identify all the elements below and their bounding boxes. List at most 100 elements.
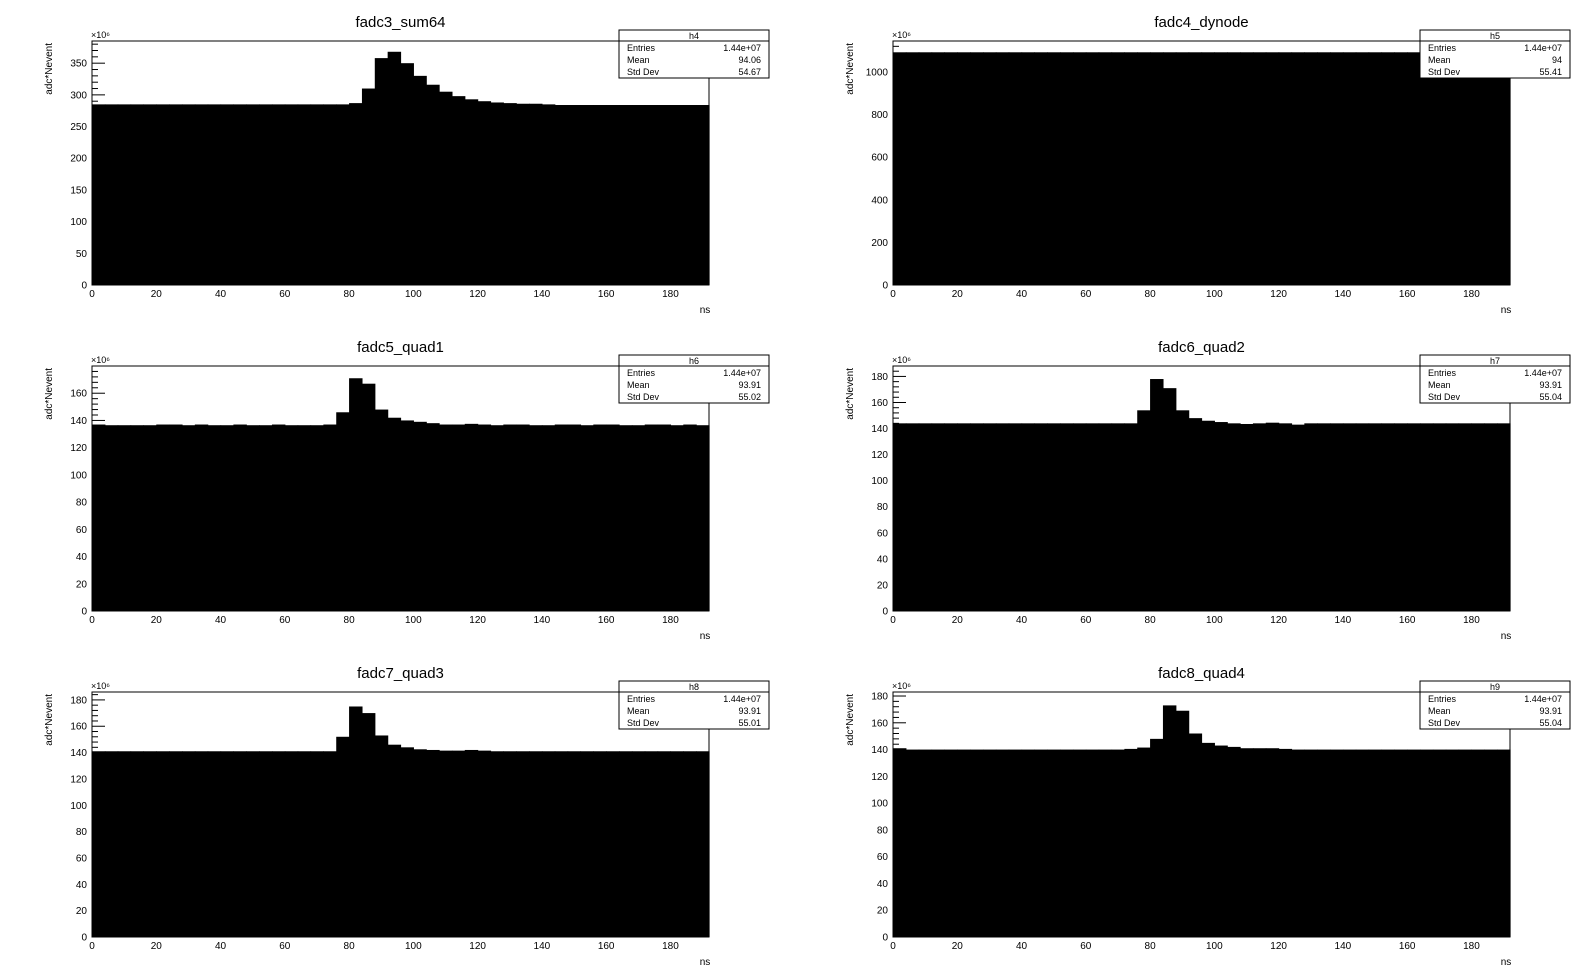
stats-value: 1.44e+07: [723, 43, 761, 53]
histogram-bar: [1368, 749, 1383, 937]
histogram-bar: [1227, 746, 1241, 937]
histogram-bar: [1265, 52, 1280, 285]
y-tick-label: 20: [877, 906, 889, 917]
histogram-bar: [1497, 749, 1511, 937]
histogram-bars: [92, 706, 710, 937]
histogram-bar: [1252, 423, 1267, 611]
y-tick-label: 60: [76, 853, 88, 864]
histogram-bar: [246, 104, 260, 285]
histogram-bar: [1355, 423, 1370, 611]
stats-value: 55.04: [1539, 392, 1562, 402]
y-axis-label: adc*Nevent: [44, 368, 55, 420]
histogram-bar: [143, 104, 157, 285]
x-tick-label: 40: [1016, 289, 1028, 300]
histogram-bar: [1484, 52, 1498, 285]
stats-label: Entries: [627, 368, 656, 378]
histogram-bar: [1137, 410, 1151, 611]
stats-box-name: h9: [1490, 682, 1500, 692]
histogram-bar: [1381, 423, 1395, 611]
histogram-bar: [644, 751, 659, 937]
histogram-bar: [1124, 52, 1138, 285]
histogram-bar: [1265, 748, 1280, 937]
stats-box-name: h4: [689, 31, 699, 41]
histogram-bar: [464, 423, 479, 611]
stats-value: 1.44e+07: [1524, 694, 1562, 704]
y-tick-label: 80: [76, 827, 88, 838]
x-tick-label: 120: [469, 941, 486, 952]
histogram-bar: [1420, 423, 1434, 611]
histogram-bar: [593, 105, 607, 285]
x-tick-label: 80: [1145, 289, 1157, 300]
histogram-bar: [259, 751, 273, 937]
x-tick-label: 180: [1463, 615, 1480, 626]
stats-value: 1.44e+07: [723, 694, 761, 704]
y-axis-label: adc*Nevent: [845, 43, 856, 95]
histogram-bar: [169, 751, 183, 937]
histogram-bar: [1342, 52, 1357, 285]
histogram-bar: [297, 751, 312, 937]
histogram-bar: [1021, 52, 1035, 285]
histogram-bar: [194, 424, 209, 611]
histogram-bar: [1188, 418, 1203, 611]
x-axis-label: ns: [1501, 305, 1512, 316]
histogram-bar: [1497, 52, 1511, 285]
stats-label: Entries: [627, 694, 656, 704]
histogram-bar: [1162, 388, 1177, 611]
y-tick-label: 350: [70, 59, 87, 70]
histogram-bar: [1278, 52, 1293, 285]
x-axis-label: ns: [700, 305, 711, 316]
histogram-bars: [893, 52, 1511, 285]
y-tick-label: 0: [81, 607, 87, 618]
histogram-bar: [181, 104, 196, 285]
histogram-bar: [490, 751, 504, 937]
y-axis: 0 200 400 600 800 1000 ×10⁶ adc*Nevent: [845, 30, 911, 292]
x-tick-label: 100: [1206, 289, 1223, 300]
histogram-bar: [644, 105, 659, 285]
stats-box: h7 Entries 1.44e+07 Mean 93.91 Std Dev 55.04: [1419, 354, 1571, 404]
histogram-bar: [1072, 52, 1087, 285]
histogram-bar: [657, 424, 672, 611]
histogram-panel-fadc4_dynode: fadc4_dynode 0 20 40 60 80 100 120 140 160 180 ns 0 2…: [845, 14, 1571, 316]
histogram-bar: [1420, 749, 1434, 937]
chart-title: fadc8_quad4: [1158, 665, 1245, 682]
x-tick-label: 80: [1145, 941, 1157, 952]
histogram-bar: [1150, 379, 1164, 611]
x-axis: 0 20 40 60 80 100 120 140 160 180 ns: [890, 930, 1511, 968]
histogram-bar: [593, 424, 607, 611]
x-axis: 0 20 40 60 80 100 120 140 160 180 ns: [890, 278, 1511, 316]
histogram-bar: [92, 104, 106, 285]
stats-value: 1.44e+07: [723, 368, 761, 378]
histogram-bar: [683, 751, 697, 937]
histogram-bar: [387, 417, 402, 611]
histogram-bar: [117, 104, 132, 285]
histogram-bar: [944, 52, 958, 285]
histogram-bar: [1124, 748, 1138, 937]
x-tick-label: 100: [405, 615, 422, 626]
histogram-bar: [1394, 423, 1408, 611]
stats-value: 55.02: [738, 392, 761, 402]
x-tick-label: 140: [534, 941, 551, 952]
y-tick-label: 1000: [866, 67, 889, 78]
histogram-bar: [426, 749, 440, 937]
histogram-bar: [1330, 52, 1344, 285]
histogram-bar: [1227, 423, 1241, 611]
histogram-bars: [893, 705, 1511, 937]
histogram-bar: [284, 104, 299, 285]
histogram-bar: [1432, 423, 1447, 611]
histogram-bar: [1111, 423, 1125, 611]
histogram-bar: [1381, 52, 1395, 285]
histogram-bar: [1008, 423, 1023, 611]
histogram-bar: [207, 104, 222, 285]
y-tick-label: 160: [871, 718, 888, 729]
histogram-bar: [1060, 52, 1074, 285]
y-tick-label: 80: [877, 825, 889, 836]
histogram-bar: [529, 103, 543, 286]
histogram-bar: [1060, 749, 1074, 937]
histogram-bar: [1021, 423, 1035, 611]
histogram-bar: [1291, 749, 1305, 937]
y-tick-label: 140: [871, 424, 888, 435]
stats-box-frame: [1419, 29, 1571, 79]
histogram-bar: [1458, 749, 1473, 937]
x-tick-label: 160: [598, 289, 615, 300]
